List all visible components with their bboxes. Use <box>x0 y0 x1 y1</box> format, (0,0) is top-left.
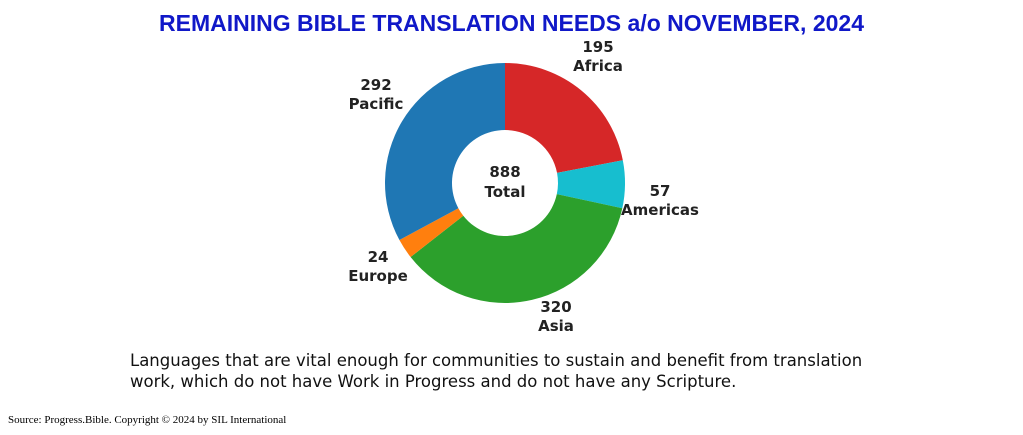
slice-value-pacific: 292 <box>360 76 391 94</box>
slice-value-americas: 57 <box>650 182 671 200</box>
slice-name-asia: Asia <box>538 317 574 335</box>
chart-title: REMAINING BIBLE TRANSLATION NEEDS a/o NO… <box>159 10 864 36</box>
slice-europe <box>399 208 464 258</box>
total-value: 888 <box>489 163 520 181</box>
slice-value-africa: 195 <box>582 38 613 56</box>
slices <box>385 63 626 304</box>
source-credit: Source: Progress.Bible. Copyright © 2024… <box>8 414 287 426</box>
slice-asia <box>410 194 623 304</box>
total-label: Total <box>485 183 526 201</box>
slice-americas <box>556 160 626 209</box>
slice-value-asia: 320 <box>540 298 571 316</box>
slice-africa <box>505 63 623 173</box>
slice-name-europe: Europe <box>348 267 408 285</box>
slice-name-africa: Africa <box>573 57 623 75</box>
slice-value-europe: 24 <box>368 248 389 266</box>
slice-name-pacific: Pacific <box>349 95 404 113</box>
slice-name-americas: Americas <box>621 201 699 219</box>
slice-pacific <box>385 63 505 241</box>
chart-footnote: Languages that are vital enough for comm… <box>130 351 863 391</box>
